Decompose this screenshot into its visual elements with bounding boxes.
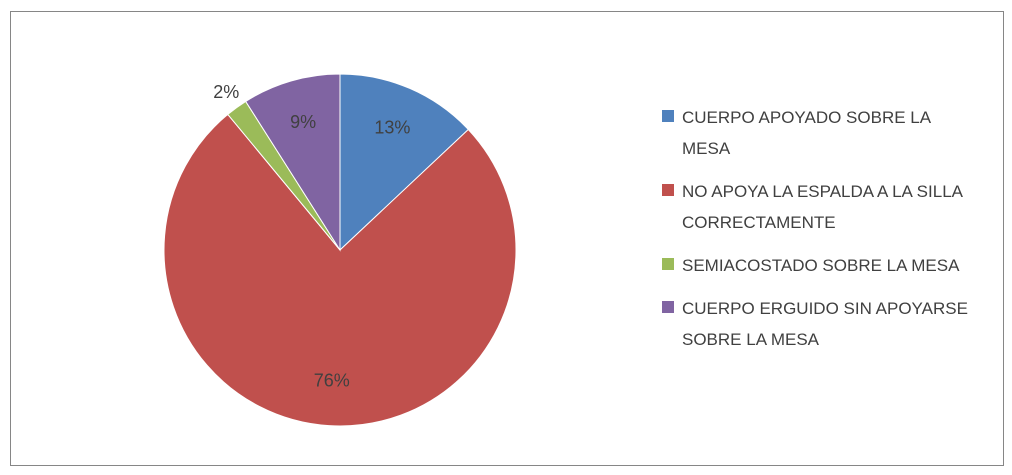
legend-label: CUERPO ERGUIDO SIN APOYARSE SOBRE LA MES… [682,299,968,349]
data-label: 9% [290,112,316,132]
legend-item: CUERPO ERGUIDO SIN APOYARSE SOBRE LA MES… [662,293,992,355]
pie-slice [339,73,470,252]
legend-swatch [662,301,674,313]
data-label: 2% [213,82,239,102]
pie-slice [163,113,517,427]
legend-swatch [662,110,674,122]
legend-label: SEMIACOSTADO SOBRE LA MESA [682,256,960,275]
legend-label: CUERPO APOYADO SOBRE LA MESA [682,108,931,158]
legend-swatch [662,184,674,196]
legend-swatch [662,258,674,270]
legend: CUERPO APOYADO SOBRE LA MESA NO APOYA LA … [662,102,992,367]
data-label: 13% [374,118,410,138]
legend-item: NO APOYA LA ESPALDA A LA SILLA CORRECTAM… [662,176,992,238]
legend-item: CUERPO APOYADO SOBRE LA MESA [662,102,992,164]
legend-item: SEMIACOSTADO SOBRE LA MESA [662,250,992,281]
pie-slice [245,73,341,252]
data-label: 76% [314,370,350,390]
legend-label: NO APOYA LA ESPALDA A LA SILLA CORRECTAM… [682,182,963,232]
